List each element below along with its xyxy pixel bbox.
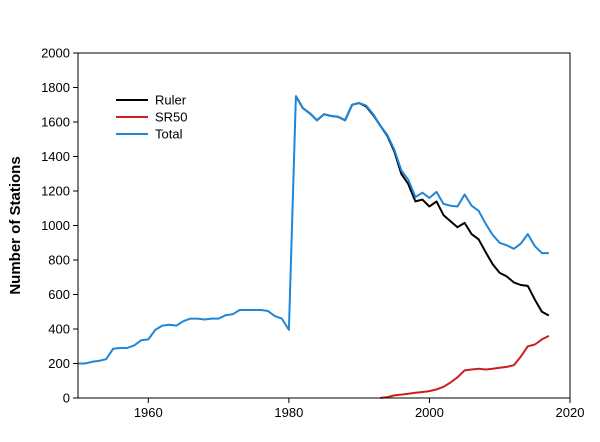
x-tick-label: 1960 <box>134 405 163 420</box>
y-tick-label: 400 <box>48 322 70 337</box>
legend-label-ruler: Ruler <box>155 93 187 108</box>
x-tick-label: 2020 <box>556 405 585 420</box>
plot-frame <box>77 52 571 399</box>
x-tick-label: 1980 <box>274 405 303 420</box>
y-tick-label: 600 <box>48 287 70 302</box>
y-tick-label: 800 <box>48 253 70 268</box>
y-tick-label: 2000 <box>41 46 70 61</box>
y-tick-label: 200 <box>48 356 70 371</box>
y-axis: 0 200 400 600 800 1000 1200 1400 1600 1800 2000 <box>41 46 78 406</box>
legend: Ruler SR50 Total <box>116 93 188 142</box>
x-axis: 1960 1980 2000 2020 <box>134 398 585 420</box>
legend-label-total: Total <box>155 127 183 142</box>
series-line-total <box>78 95 549 365</box>
legend-label-sr50: SR50 <box>155 110 188 125</box>
y-tick-label: 1800 <box>41 80 70 95</box>
y-tick-label: 1600 <box>41 115 70 130</box>
y-tick-label: 0 <box>63 391 70 406</box>
x-tick-label: 2000 <box>415 405 444 420</box>
y-axis-title: Number of Stations <box>7 156 24 294</box>
series-line-ruler <box>295 95 550 317</box>
y-tick-label: 1400 <box>41 149 70 164</box>
series-line-sr50 <box>380 335 550 399</box>
y-tick-label: 1000 <box>41 218 70 233</box>
y-tick-label: 1200 <box>41 184 70 199</box>
plot-lines <box>78 95 550 399</box>
